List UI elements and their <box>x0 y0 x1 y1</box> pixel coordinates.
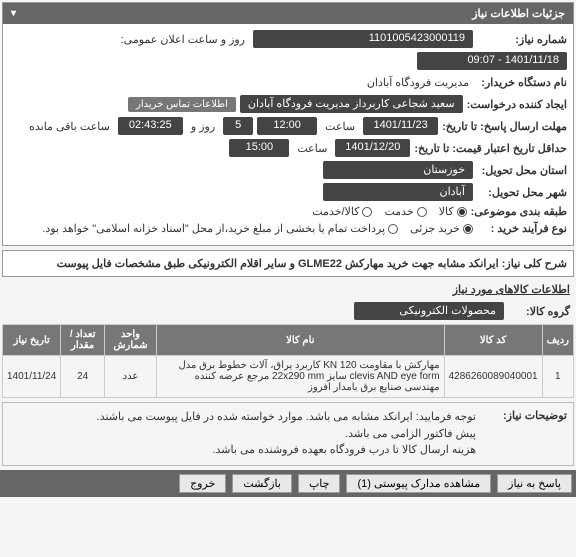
print-button[interactable]: چاپ <box>298 474 341 493</box>
process-radio-group: خرید جزئی پرداخت تمام یا بخشی از مبلغ خر… <box>42 222 473 235</box>
cat-opt3-label: کالا/خدمت <box>312 205 359 218</box>
cat-option-3[interactable]: کالا/خدمت <box>312 205 372 218</box>
announce-value: 1401/11/18 - 09:07 <box>417 52 567 70</box>
th-row: ردیف <box>542 325 573 356</box>
th-name: نام کالا <box>156 325 444 356</box>
summary-box: شرح کلی نیاز: ایرانکد مشابه جهت خرید مها… <box>2 250 574 277</box>
back-button[interactable]: بازگشت <box>232 474 292 493</box>
radio-icon-checked <box>463 224 473 234</box>
table-header-row: ردیف کد کالا نام کالا واحد شمارش تعداد /… <box>3 325 574 356</box>
proc-option-1[interactable]: خرید جزئی <box>410 222 473 235</box>
remaining-label: ساعت باقی مانده <box>29 120 110 133</box>
radio-icon-checked <box>457 207 467 217</box>
city-label: شهر محل تحویل: <box>477 186 567 199</box>
deadline-label: مهلت ارسال پاسخ: تا تاریخ: <box>442 120 567 133</box>
table-row: 1 4286260089040001 مهارکش با مقاومت 120 … <box>3 356 574 398</box>
deadline-date: 1401/11/23 <box>363 117 438 135</box>
buyer-label: نام دستگاه خریدار: <box>477 76 567 89</box>
description-box: توضیحات نیاز: توجه فرمایید: ایرانکد مشاب… <box>2 402 574 466</box>
th-qty: تعداد / مقدار <box>61 325 105 356</box>
summary-text: ایرانکد مشابه جهت خرید مهارکش GLME22 و س… <box>57 258 499 270</box>
panel-title: جزئیات اطلاعات نیاز <box>472 7 565 20</box>
requester-value: سعید شجاعی کاربرداز مدیریت فرودگاه آبادا… <box>240 95 463 113</box>
radio-icon <box>362 207 372 217</box>
cell-qty: 24 <box>61 356 105 398</box>
city-value: آبادان <box>323 183 473 201</box>
panel-header[interactable]: جزئیات اطلاعات نیاز ▾ <box>3 3 573 24</box>
requester-label: ایجاد کننده درخواست: <box>467 98 567 111</box>
validity-label: حداقل تاریخ اعتبار قیمت: تا تاریخ: <box>414 142 567 155</box>
th-date: تاریخ نیاز <box>3 325 61 356</box>
exit-button[interactable]: خروج <box>179 474 226 493</box>
cat-option-2[interactable]: خدمت <box>384 205 426 218</box>
attachments-button[interactable]: مشاهده مدارک پیوستی (1) <box>346 474 491 493</box>
footer-bar: پاسخ به نیاز مشاهده مدارک پیوستی (1) چاپ… <box>0 470 576 497</box>
time-label-2: ساعت <box>297 142 327 155</box>
desc-label: توضیحات نیاز: <box>482 409 567 422</box>
desc-text: توجه فرمایید: ایرانکد مشابه می باشد. موا… <box>9 409 476 459</box>
cell-unit: عدد <box>104 356 156 398</box>
cell-date: 1401/11/24 <box>3 356 61 398</box>
cat-opt2-label: خدمت <box>384 205 413 218</box>
items-section: اطلاعات کالاهای مورد نیاز گروه کالا: محص… <box>2 283 574 466</box>
proc-note: پرداخت تمام یا بخشی از مبلغ خرید،از محل … <box>42 222 385 235</box>
validity-date: 1401/12/20 <box>335 139 410 157</box>
announce-label: روز و ساعت اعلان عمومی: <box>121 33 245 46</box>
time-label-1: ساعت <box>325 120 355 133</box>
radio-icon <box>417 207 427 217</box>
deadline-time: 12:00 <box>257 117 317 135</box>
group-value: محصولات الکترونیکی <box>354 302 504 320</box>
cat-opt1-label: کالا <box>439 205 454 218</box>
chevron-down-icon: ▾ <box>11 8 16 19</box>
buyer-value: مدیریت فرودگاه آبادان <box>363 74 473 91</box>
province-value: خوزستان <box>323 161 473 179</box>
days-value: 5 <box>223 117 253 135</box>
details-panel: جزئیات اطلاعات نیاز ▾ شماره نیاز: 110100… <box>2 2 574 246</box>
summary-label: شرح کلی نیاز: <box>502 258 567 270</box>
panel-body: شماره نیاز: 1101005423000119 روز و ساعت … <box>3 24 573 245</box>
cat-option-1[interactable]: کالا <box>439 205 467 218</box>
validity-time: 15:00 <box>229 139 289 157</box>
th-code: کد کالا <box>444 325 542 356</box>
group-label: گروه کالا: <box>510 305 570 318</box>
need-number-value: 1101005423000119 <box>253 30 473 48</box>
contact-button[interactable]: اطلاعات تماس خریدار <box>128 97 236 112</box>
process-label: نوع فرآیند خرید : <box>477 222 567 235</box>
days-label: روز و <box>191 120 215 133</box>
need-number-label: شماره نیاز: <box>477 33 567 46</box>
cell-item-name: مهارکش با مقاومت 120 KN کاربرد یراق، آلا… <box>156 356 444 398</box>
cell-row: 1 <box>542 356 573 398</box>
proc-note-item: پرداخت تمام یا بخشی از مبلغ خرید،از محل … <box>42 222 398 235</box>
items-section-title: اطلاعات کالاهای مورد نیاز <box>6 283 570 296</box>
proc-opt1-label: خرید جزئی <box>410 222 460 235</box>
cell-code: 4286260089040001 <box>444 356 542 398</box>
items-table: ردیف کد کالا نام کالا واحد شمارش تعداد /… <box>2 324 574 398</box>
radio-icon <box>388 224 398 234</box>
th-unit: واحد شمارش <box>104 325 156 356</box>
province-label: استان محل تحویل: <box>477 164 567 177</box>
remaining-time: 02:43:25 <box>118 117 183 135</box>
category-label: طبقه بندی موضوعی: <box>471 205 567 218</box>
reply-button[interactable]: پاسخ به نیاز <box>497 474 572 493</box>
category-radio-group: کالا خدمت کالا/خدمت <box>312 205 466 218</box>
